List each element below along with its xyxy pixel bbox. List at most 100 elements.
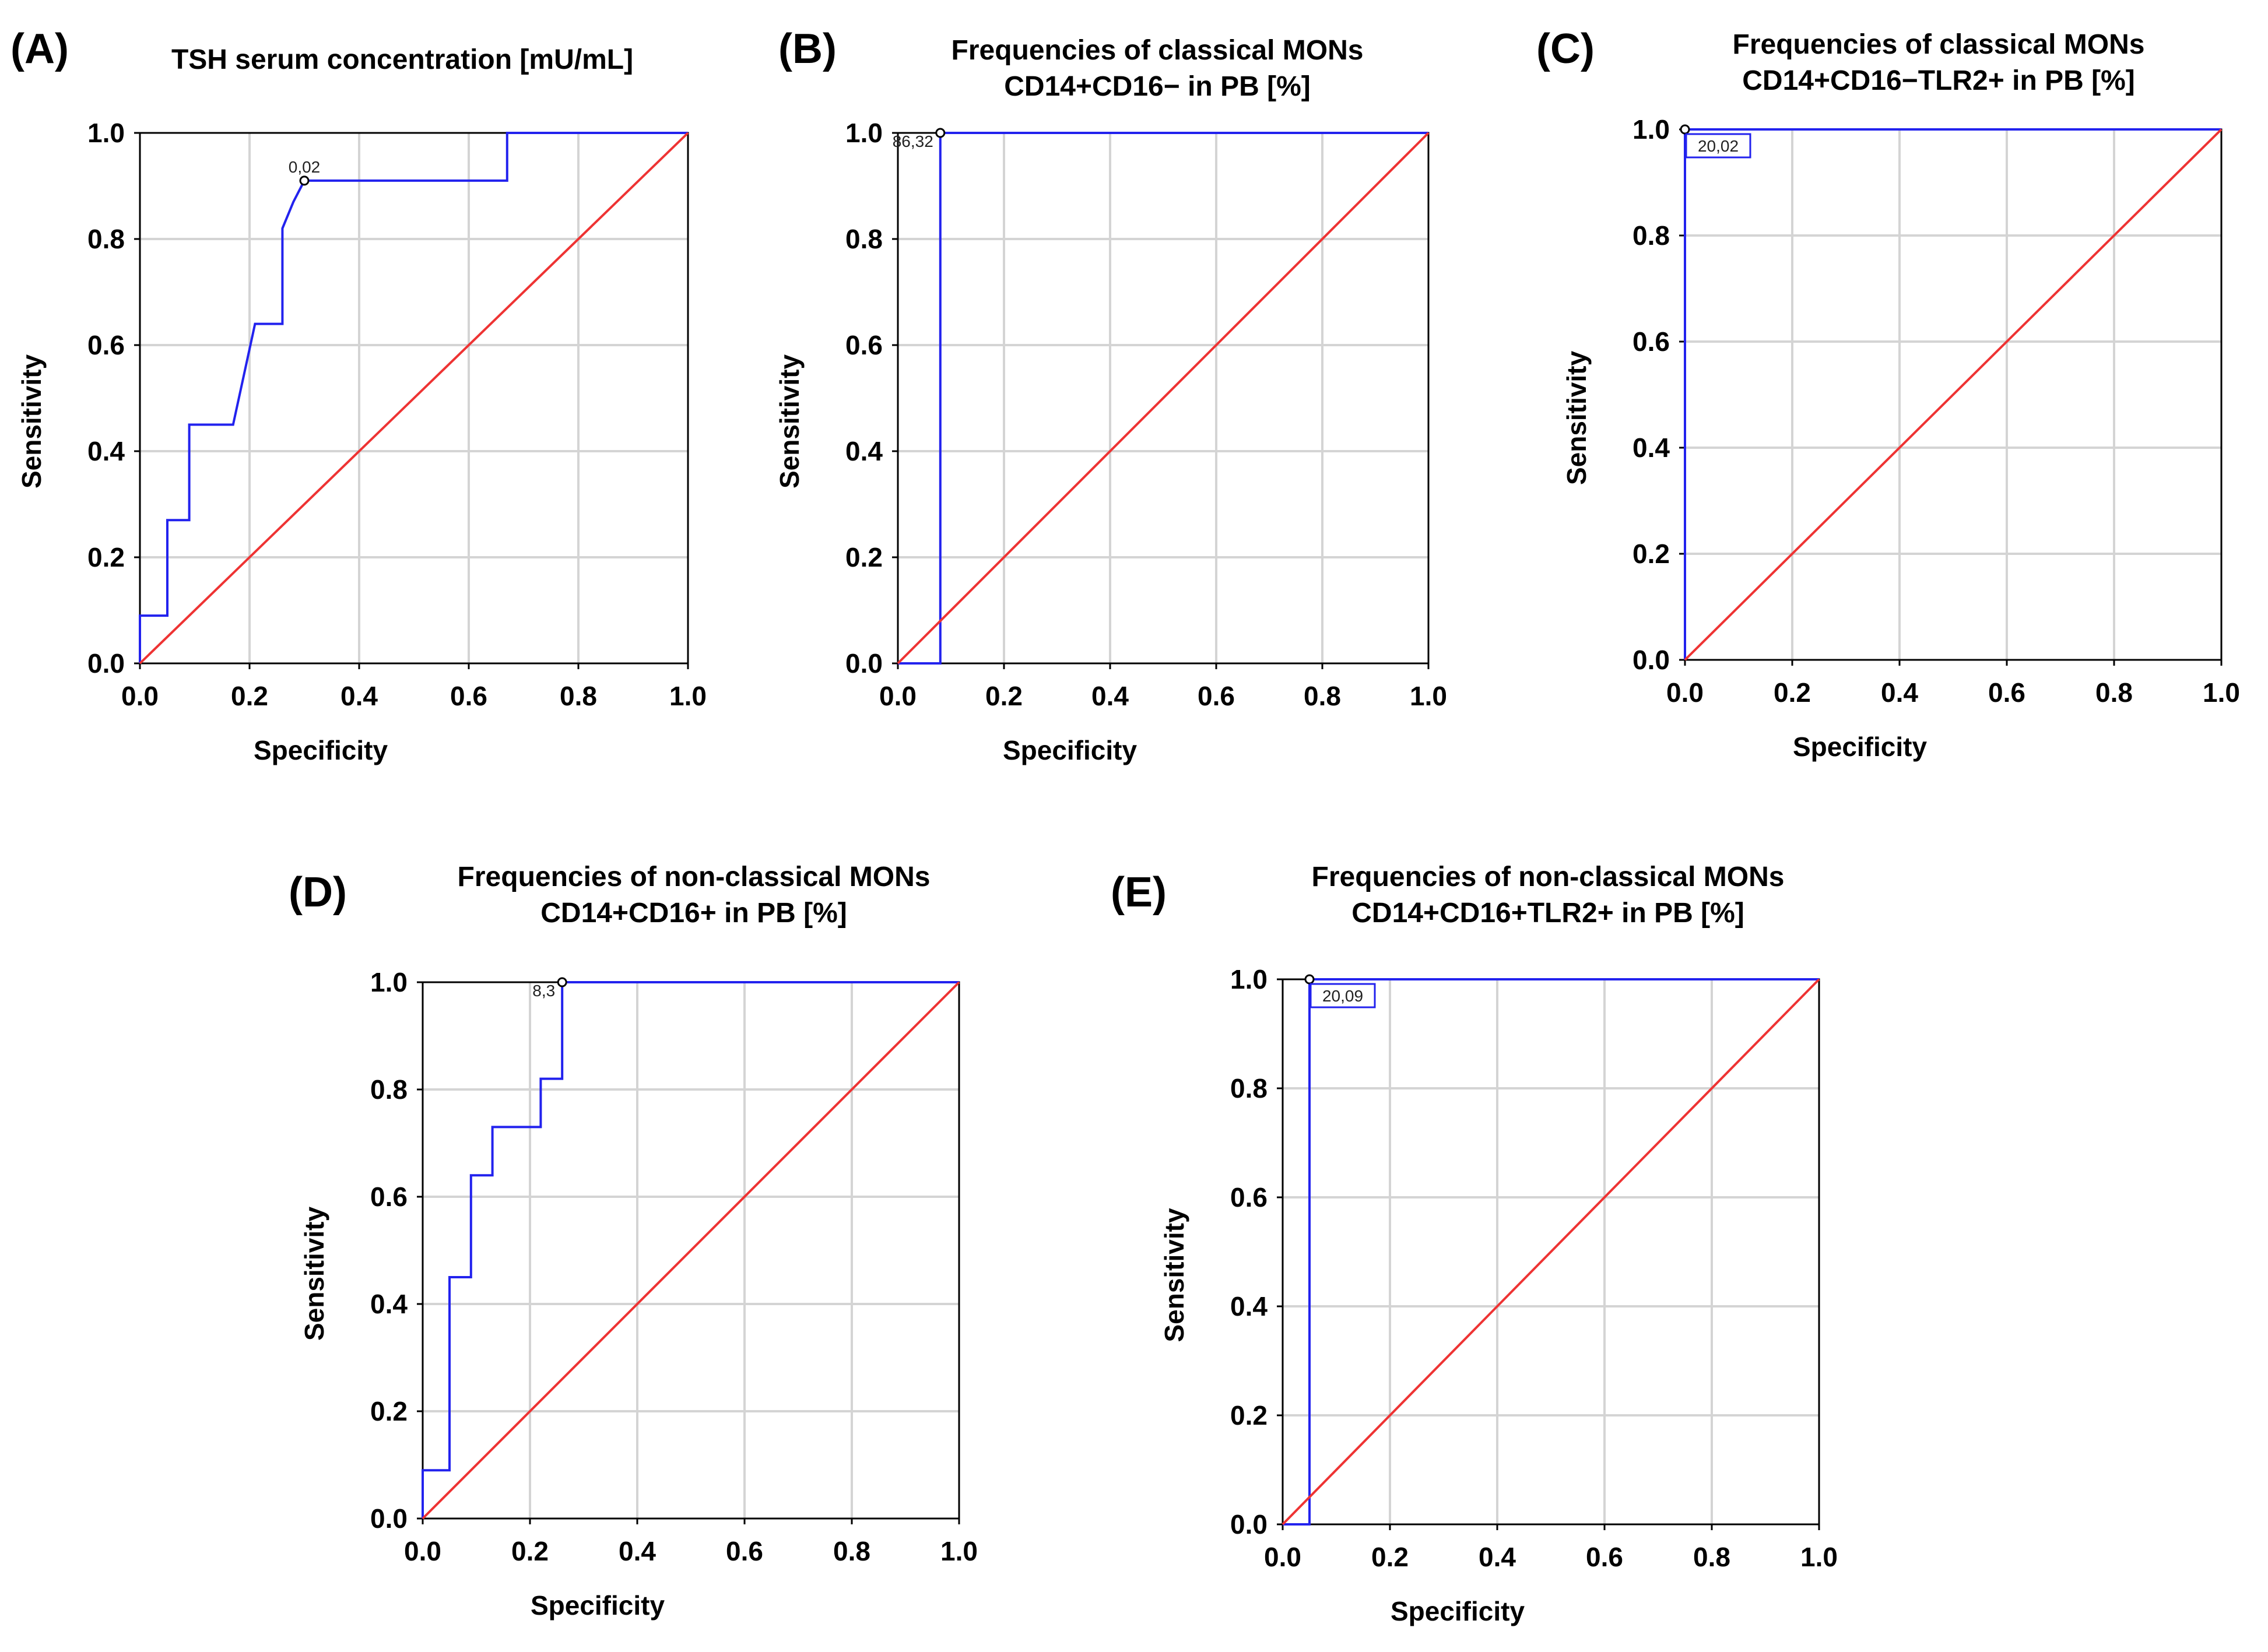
x-tick-label: 1.0 — [1800, 1542, 1838, 1572]
x-tick-label: 0.0 — [404, 1536, 441, 1566]
y-tick-label: 0.8 — [370, 1074, 408, 1105]
x-tick-label: 0.8 — [833, 1536, 870, 1566]
y-tick-label: 0.0 — [845, 648, 883, 679]
reference-diagonal — [1684, 128, 2223, 661]
x-tick-label: 0.8 — [560, 681, 597, 711]
x-tick-label: 0.2 — [511, 1536, 549, 1566]
panel-letter: (B) — [778, 26, 837, 72]
y-tick-label: 1.0 — [845, 118, 883, 148]
x-axis-label: Specificity — [1003, 735, 1137, 765]
panel-letter: (A) — [10, 26, 69, 72]
x-tick-label: 0.6 — [450, 681, 487, 711]
cutoff-marker — [1304, 974, 1315, 985]
y-tick-label: 0.4 — [845, 436, 883, 466]
plot-frame — [139, 132, 689, 665]
chart-title-line: CD14+CD16+TLR2+ in PB [%] — [1351, 898, 1744, 929]
y-tick-label: 0.0 — [1632, 645, 1670, 675]
x-tick-label: 0.4 — [340, 681, 378, 711]
x-axis-label: Specificity — [1391, 1596, 1525, 1626]
x-axis-label: Specificity — [1793, 732, 1928, 762]
y-tick-label: 0.8 — [1230, 1073, 1268, 1103]
x-axis-label: Specificity — [254, 735, 388, 765]
panel-letter: (E) — [1111, 869, 1167, 916]
y-tick-label: 0.2 — [1230, 1400, 1268, 1430]
cutoff-marker — [299, 175, 310, 186]
cutoff-label: 20,02 — [1698, 137, 1739, 155]
x-tick-label: 0.2 — [985, 681, 1023, 711]
y-axis-label: Sensitivity — [774, 354, 805, 489]
y-tick-label: 1.0 — [87, 118, 125, 148]
y-tick-label: 0.4 — [1632, 433, 1670, 463]
y-tick-label: 0.0 — [87, 648, 125, 679]
reference-diagonal — [897, 132, 1430, 665]
x-tick-label: 0.0 — [1264, 1542, 1301, 1572]
y-tick-label: 0.8 — [845, 224, 883, 254]
y-tick-label: 1.0 — [1230, 964, 1268, 994]
panel-b: (B) Frequencies of classical MONs CD14+CD1… — [774, 26, 1447, 765]
y-tick-label: 0.6 — [87, 330, 125, 360]
x-tick-label: 1.0 — [669, 681, 707, 711]
y-tick-label: 0.2 — [845, 542, 883, 572]
x-tick-label: 0.0 — [1666, 677, 1704, 708]
y-tick-label: 0.0 — [370, 1503, 408, 1534]
cutoff-marker — [557, 977, 567, 987]
chart-title-line: CD14+CD16−TLR2+ in PB [%] — [1742, 65, 2135, 96]
x-tick-label: 0.8 — [1693, 1542, 1730, 1572]
panel-d: (D) Frequencies of non-classical MONs CD14… — [289, 862, 978, 1621]
y-tick-label: 0.4 — [370, 1289, 408, 1319]
y-tick-label: 0.2 — [87, 542, 125, 572]
panel-c: (C) Frequencies of classical MONs CD14+CD1… — [1536, 26, 2240, 762]
panel-a: (A) TSH serum concentration [mU/mL] 0.0 0.2… — [10, 26, 707, 765]
x-tick-label: 0.2 — [1774, 677, 1811, 708]
y-axis-label: Sensitivity — [16, 354, 47, 489]
cutoff-label-box — [1685, 133, 1751, 159]
reference-diagonal — [1282, 978, 1820, 1526]
y-tick-label: 0.2 — [370, 1396, 408, 1426]
cutoff-label-box — [1309, 983, 1376, 1008]
y-tick-label: 1.0 — [370, 967, 408, 997]
x-tick-label: 0.6 — [1586, 1542, 1623, 1572]
y-axis-label: Sensitivity — [299, 1207, 329, 1341]
x-tick-label: 0.6 — [1988, 677, 2025, 708]
y-tick-label: 0.6 — [370, 1182, 408, 1212]
panel-letter: (D) — [289, 869, 347, 916]
chart-title-line: CD14+CD16− in PB [%] — [1004, 71, 1311, 102]
y-tick-label: 0.4 — [87, 436, 125, 466]
x-axis-label: Specificity — [531, 1590, 665, 1621]
reference-diagonal — [139, 132, 689, 665]
x-tick-label: 0.4 — [1881, 677, 1918, 708]
roc-curve — [139, 132, 688, 663]
x-tick-label: 0.4 — [619, 1536, 656, 1566]
cutoff-label: 20,09 — [1322, 987, 1363, 1005]
reference-diagonal — [422, 981, 960, 1520]
panel-e: (E) Frequencies of non-classical MONs CD14… — [1111, 862, 1838, 1626]
y-tick-label: 0.6 — [845, 330, 883, 360]
x-tick-label: 0.4 — [1479, 1542, 1516, 1572]
roc-curve — [1283, 978, 1819, 1526]
y-tick-label: 0.6 — [1230, 1182, 1268, 1212]
chart-title-line: Frequencies of classical MONs — [952, 35, 1364, 66]
x-tick-label: 0.8 — [1304, 681, 1341, 711]
y-axis-label: Sensitivity — [1561, 351, 1592, 486]
roc-curve — [422, 981, 959, 1519]
chart-title-line: Frequencies of non-classical MONs — [458, 862, 931, 892]
x-tick-label: 1.0 — [1410, 681, 1447, 711]
y-tick-label: 0.6 — [1632, 326, 1670, 357]
x-tick-label: 0.0 — [879, 681, 917, 711]
panel-letter: (C) — [1536, 26, 1595, 72]
x-tick-label: 0.2 — [1371, 1542, 1409, 1572]
x-tick-label: 1.0 — [2203, 677, 2240, 708]
chart-title-line: Frequencies of non-classical MONs — [1312, 862, 1785, 892]
x-tick-label: 1.0 — [940, 1536, 978, 1566]
y-tick-label: 0.2 — [1632, 539, 1670, 569]
chart-title-line: CD14+CD16+ in PB [%] — [540, 898, 847, 929]
x-tick-label: 0.6 — [1198, 681, 1235, 711]
roc-curve — [898, 132, 1428, 665]
x-tick-label: 0.0 — [121, 681, 159, 711]
cutoff-marker — [1680, 124, 1690, 135]
chart-title-line: TSH serum concentration [mU/mL] — [171, 44, 633, 75]
cutoff-label: 0,02 — [289, 158, 321, 176]
y-tick-label: 0.0 — [1230, 1509, 1268, 1539]
y-tick-label: 0.4 — [1230, 1291, 1268, 1321]
